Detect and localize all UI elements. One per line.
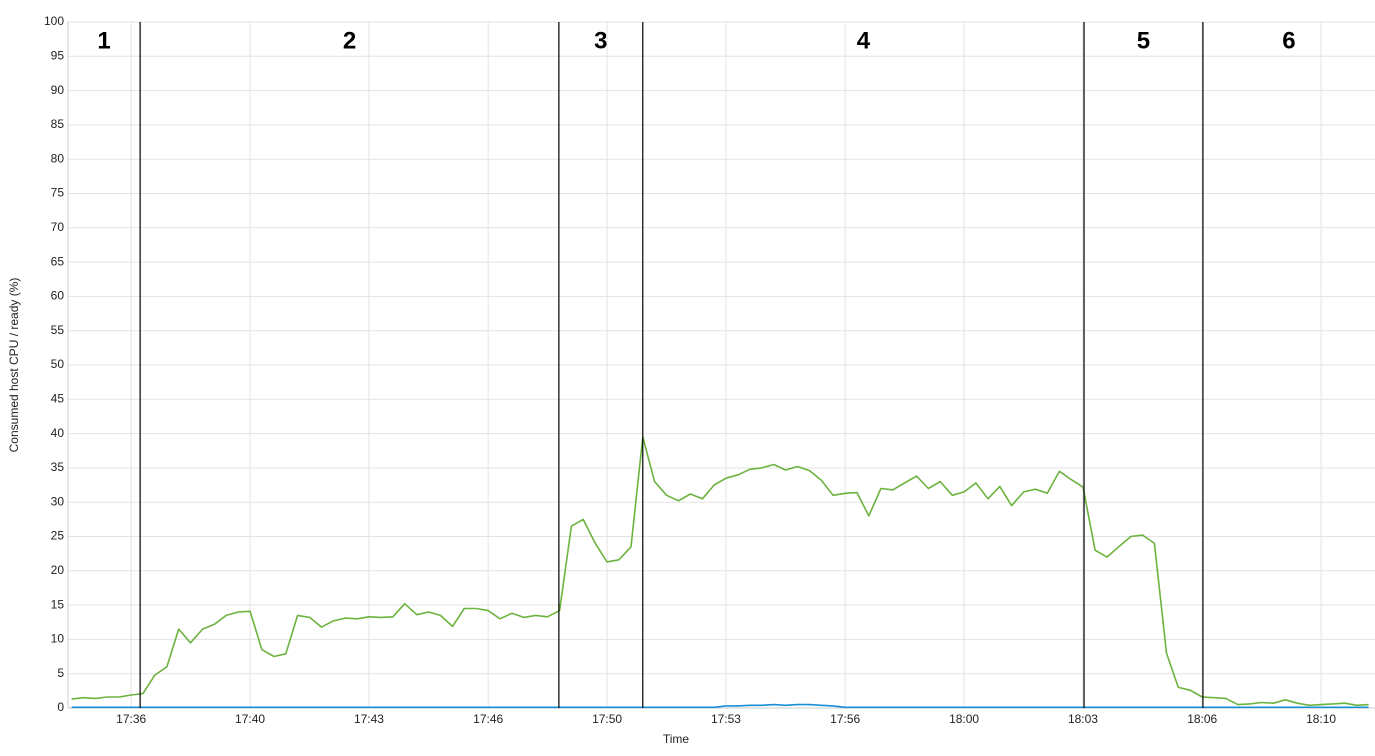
phase-label: 2 [343,27,356,54]
y-tick-label: 55 [51,323,65,337]
y-tick-label: 60 [51,289,65,303]
x-tick-label: 18:06 [1187,712,1217,726]
x-tick-label: 18:00 [949,712,979,726]
y-tick-label: 70 [51,220,65,234]
x-tick-label: 18:10 [1306,712,1336,726]
y-tick-label: 15 [51,597,65,611]
y-tick-label: 30 [51,494,65,508]
x-tick-label: 17:43 [354,712,384,726]
phase-label: 4 [857,27,871,54]
y-tick-label: 25 [51,529,65,543]
x-tick-label: 17:50 [592,712,622,726]
y-tick-label: 5 [57,666,64,680]
x-tick-label: 17:53 [711,712,741,726]
x-tick-label: 17:56 [830,712,860,726]
y-tick-label: 35 [51,460,65,474]
phase-label: 1 [97,27,110,54]
y-tick-label: 80 [51,151,65,165]
y-tick-label: 90 [51,83,65,97]
y-tick-label: 0 [57,700,64,714]
phase-label: 6 [1282,27,1295,54]
y-tick-label: 45 [51,391,65,405]
y-tick-label: 20 [51,563,65,577]
series-line [71,703,1369,709]
y-tick-label: 75 [51,186,65,200]
x-tick-label: 17:36 [116,712,146,726]
series-line [71,436,1369,707]
phase-label: 5 [1137,27,1150,54]
y-axis-label: Consumed host CPU / ready (%) [7,278,21,453]
y-tick-label: 40 [51,426,65,440]
y-tick-label: 65 [51,254,65,268]
y-tick-label: 50 [51,357,65,371]
y-tick-label: 100 [44,14,64,28]
x-axis-label: Time [663,732,690,746]
x-tick-label: 18:03 [1068,712,1098,726]
phase-label: 3 [594,27,607,54]
x-tick-label: 17:46 [473,712,503,726]
y-tick-label: 10 [51,632,65,646]
y-tick-label: 85 [51,117,65,131]
y-tick-label: 95 [51,48,65,62]
x-tick-label: 17:40 [235,712,265,726]
